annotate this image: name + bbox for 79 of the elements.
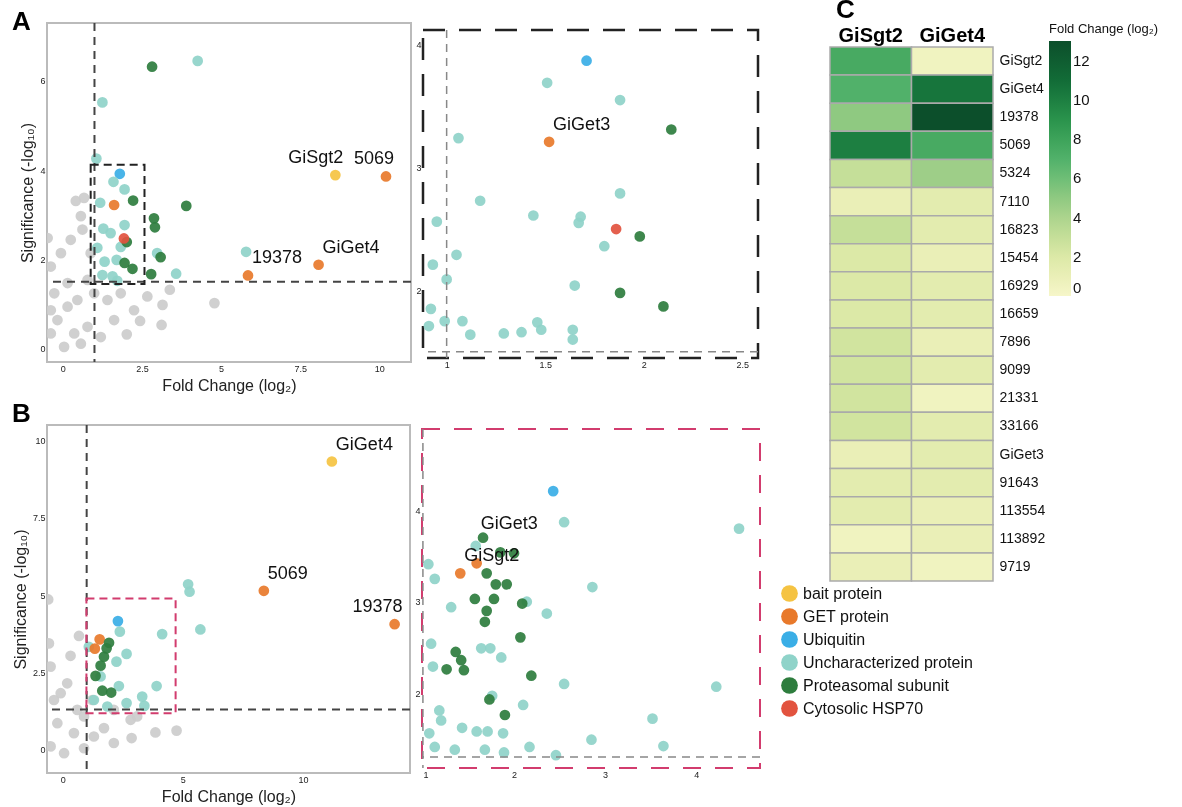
x-tick-label: 7.5 bbox=[294, 363, 307, 374]
x-tick-label: 0 bbox=[60, 363, 66, 374]
x-tick-label: 0 bbox=[60, 774, 66, 785]
annotation: 5069 bbox=[267, 562, 308, 583]
x-tick-label: 4 bbox=[694, 769, 700, 780]
y-tick-label: 113554 bbox=[999, 501, 1046, 518]
y-tick-label: 0 bbox=[40, 344, 46, 355]
y-tick-label: 4 bbox=[40, 165, 46, 176]
color-bar-label: 0 bbox=[1073, 279, 1082, 296]
x-tick-label: 2 bbox=[641, 359, 647, 370]
y-tick-label: 9099 bbox=[999, 361, 1031, 378]
y-tick-label: 2 bbox=[40, 254, 46, 265]
chart-title: A bbox=[12, 6, 31, 36]
y-tick-label: 7.5 bbox=[32, 513, 46, 524]
annotation: 5069 bbox=[353, 148, 394, 169]
y-tick-label: 7110 bbox=[999, 192, 1030, 209]
chart-title: B bbox=[12, 398, 31, 428]
chart-title: C bbox=[836, 0, 855, 24]
color-bar-label: 6 bbox=[1073, 169, 1082, 187]
y-tick-label: GiGet3 bbox=[999, 445, 1045, 462]
legend-label: GET protein bbox=[803, 607, 889, 625]
color-bar-label: 8 bbox=[1073, 130, 1082, 148]
y-tick-label: 19378 bbox=[999, 108, 1039, 125]
y-tick-label: 6 bbox=[40, 76, 46, 87]
y-tick-label: 5069 bbox=[999, 136, 1031, 153]
x-tick-label: 10 bbox=[298, 774, 309, 785]
y-tick-label: 2 bbox=[415, 688, 421, 699]
y-tick-label: 113892 bbox=[999, 529, 1046, 546]
y-tick-label: 10 bbox=[35, 435, 46, 446]
annotation: 19378 bbox=[352, 596, 403, 617]
y-tick-label: 16659 bbox=[999, 305, 1039, 321]
x-tick-label: 2.5 bbox=[736, 359, 749, 370]
annotation: GiSgt2 bbox=[288, 147, 344, 168]
y-tick-label: 9719 bbox=[999, 557, 1031, 574]
annotation: GiGet3 bbox=[480, 513, 538, 534]
color-bar-label: 10 bbox=[1073, 90, 1090, 108]
y-tick-label: 3 bbox=[415, 597, 421, 608]
x-tick-label: 1 bbox=[423, 769, 429, 780]
y-tick-label: 5324 bbox=[999, 164, 1031, 181]
legend-label: Ubiquitin bbox=[803, 630, 866, 648]
x-tick-label: 1 bbox=[444, 359, 450, 370]
y-tick-label: 4 bbox=[415, 505, 421, 516]
color-bar-label: 4 bbox=[1073, 208, 1082, 226]
color-bar-title: Fold Change (log₂) bbox=[1049, 21, 1159, 36]
legend-label: Proteasomal subunit bbox=[803, 676, 950, 694]
legend-label: bait protein bbox=[803, 584, 883, 602]
x-tick-label: 10 bbox=[374, 363, 385, 374]
x-tick-label: 5 bbox=[219, 363, 225, 374]
y-tick-label: 5 bbox=[40, 590, 46, 601]
y-tick-label: 15454 bbox=[999, 248, 1039, 265]
y-axis-title: Significance (-log₁₀) bbox=[19, 122, 37, 264]
x-tick-label: 2.5 bbox=[136, 363, 149, 374]
x-tick-label: 3 bbox=[603, 769, 609, 780]
x-tick-label: 5 bbox=[180, 774, 186, 785]
annotation: GiGet4 bbox=[335, 433, 393, 454]
y-axis-title: Significance (-log₁₀) bbox=[11, 529, 29, 670]
y-tick-label: 7896 bbox=[999, 333, 1031, 350]
y-tick-label: 21331 bbox=[999, 389, 1039, 406]
y-tick-label: 33166 bbox=[999, 417, 1039, 434]
annotation: 19378 bbox=[251, 247, 303, 268]
x-tick-label: 2 bbox=[512, 769, 518, 780]
y-tick-label: 16823 bbox=[999, 220, 1039, 237]
annotation: GiGet3 bbox=[553, 113, 611, 134]
x-axis-title: Fold Change (log₂) bbox=[161, 787, 297, 805]
y-tick-label: GiGet4 bbox=[999, 80, 1045, 97]
y-tick-label: GiSgt2 bbox=[999, 52, 1043, 69]
y-tick-label: 2 bbox=[416, 285, 422, 296]
x-axis-title: Fold Change (log₂) bbox=[162, 376, 297, 394]
annotation: GiGet4 bbox=[322, 236, 380, 257]
y-tick-label: 91643 bbox=[999, 473, 1039, 490]
legend-label: Cytosolic HSP70 bbox=[803, 699, 924, 717]
y-tick-label: 16929 bbox=[999, 276, 1039, 293]
legend-label: Uncharacterized protein bbox=[803, 653, 973, 671]
y-tick-label: 2.5 bbox=[32, 667, 46, 678]
x-tick-label: 1.5 bbox=[539, 359, 552, 370]
y-tick-label: 0 bbox=[40, 745, 46, 756]
y-tick-label: 3 bbox=[416, 163, 422, 174]
color-bar-label: 12 bbox=[1073, 51, 1090, 69]
color-bar-label: 2 bbox=[1073, 247, 1082, 265]
